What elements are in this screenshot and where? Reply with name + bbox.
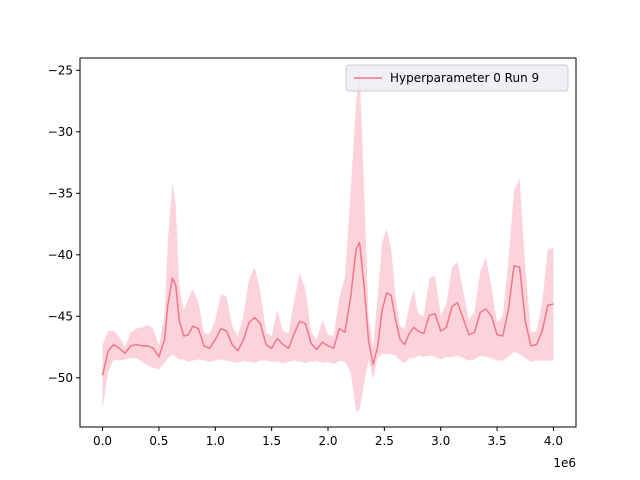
line-layer: [101, 241, 554, 376]
y-tick-label: −45: [48, 309, 73, 323]
x-tick-label: 0.5: [149, 434, 168, 448]
x-tick-label: 1.0: [206, 434, 225, 448]
series-line: [101, 241, 554, 376]
y-tick-label: −30: [48, 125, 73, 139]
legend-label: Hyperparameter 0 Run 9: [390, 71, 539, 85]
y-tick-label: −40: [48, 248, 73, 262]
x-tick-label: 1.5: [262, 434, 281, 448]
legend: Hyperparameter 0 Run 9: [345, 64, 569, 92]
x-tick-label: 2.5: [375, 434, 394, 448]
x-axis: 0.0 0.5 1.0 1.5 2.0 2.5 3.0 3.5 4.0: [93, 427, 563, 448]
y-axis: −50 −45 −40 −35 −30 −25: [48, 63, 80, 385]
x-axis-offset-text: 1e6: [553, 456, 576, 470]
y-tick-label: −35: [48, 186, 73, 200]
legend-box: [345, 64, 569, 92]
y-tick-label: −50: [48, 371, 73, 385]
confidence-band: [102, 70, 554, 413]
plot-area: [80, 58, 576, 427]
x-tick-label: 3.0: [431, 434, 450, 448]
x-tick-label: 2.0: [318, 434, 337, 448]
x-tick-label: 0.0: [93, 434, 112, 448]
band-layer: [102, 70, 554, 413]
y-tick-label: −25: [48, 63, 73, 77]
x-tick-label: 3.5: [488, 434, 507, 448]
x-tick-label: 4.0: [544, 434, 563, 448]
